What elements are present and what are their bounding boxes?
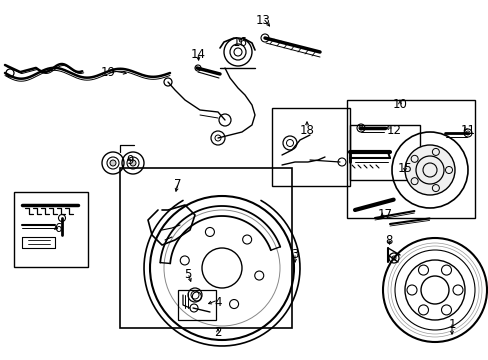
Circle shape <box>110 160 116 166</box>
Text: 10: 10 <box>392 99 407 112</box>
Bar <box>120 168 291 328</box>
Text: 19: 19 <box>101 66 115 78</box>
Text: 12: 12 <box>386 123 401 136</box>
Text: 8: 8 <box>385 234 392 247</box>
Text: 11: 11 <box>460 123 474 136</box>
Circle shape <box>130 160 136 166</box>
Text: 6: 6 <box>54 221 61 234</box>
Text: 18: 18 <box>299 123 314 136</box>
Bar <box>349 125 419 180</box>
Text: 15: 15 <box>397 162 411 175</box>
Text: 7: 7 <box>174 179 182 192</box>
Text: 3: 3 <box>291 248 298 261</box>
Text: 16: 16 <box>232 36 247 49</box>
Bar <box>178 290 216 320</box>
Bar <box>271 108 349 186</box>
Text: 17: 17 <box>377 208 392 221</box>
Bar <box>346 100 474 218</box>
Text: 14: 14 <box>190 49 205 62</box>
Text: 1: 1 <box>447 319 455 332</box>
Text: 4: 4 <box>214 296 221 309</box>
Text: 5: 5 <box>184 269 191 282</box>
Bar <box>14 192 88 267</box>
Text: 9: 9 <box>126 153 134 166</box>
Text: 2: 2 <box>214 325 221 338</box>
Circle shape <box>404 145 454 195</box>
Text: 13: 13 <box>255 13 270 27</box>
